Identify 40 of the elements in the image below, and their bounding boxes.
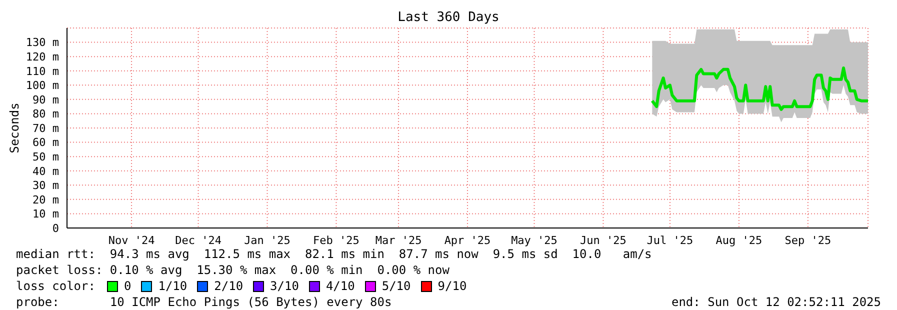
text: 1/10 bbox=[157, 278, 188, 294]
text: 5/10 bbox=[380, 278, 411, 294]
text: 0 bbox=[123, 278, 132, 294]
y-tick-label: 20 m bbox=[32, 193, 60, 206]
text: loss color: bbox=[16, 278, 96, 294]
y-tick-label: 60 m bbox=[32, 136, 60, 150]
x-tick-label: Feb '25 bbox=[313, 234, 360, 247]
text: end: Sun Oct 12 02:52:11 2025 bbox=[671, 294, 881, 310]
text: 4/10 bbox=[324, 278, 355, 294]
y-axis-title: Seconds bbox=[7, 102, 22, 154]
x-tick-label: Jan '25 bbox=[244, 234, 290, 247]
x-tick-label: Jul '25 bbox=[646, 234, 694, 247]
y-tick-label: 120 m bbox=[26, 50, 60, 64]
x-tick-label: Apr '25 bbox=[444, 234, 491, 247]
y-tick-label: 110 m bbox=[26, 64, 60, 78]
y-tick-label: 50 m bbox=[32, 150, 60, 164]
y-tick-label: 80 m bbox=[32, 108, 60, 121]
y-tick-label: 100 m bbox=[26, 79, 60, 92]
x-tick-label: Jun '25 bbox=[580, 234, 626, 247]
x-tick-label: Sep '25 bbox=[784, 234, 832, 247]
x-tick-label: May '25 bbox=[511, 234, 558, 247]
text: median rtt: 94.3 ms avg 112.5 ms max 82.1 ms min 87.7 ms now 9.5 ms sd 10.0 am/s bbox=[16, 246, 652, 262]
text: 9/10 bbox=[436, 278, 467, 294]
text: 2/10 bbox=[213, 278, 244, 294]
y-tick-label: 30 m bbox=[32, 179, 60, 192]
x-tick-label: Nov '24 bbox=[108, 234, 156, 247]
y-tick-label: 90 m bbox=[32, 93, 60, 106]
x-tick-label: Dec '24 bbox=[175, 234, 222, 247]
y-tick-label: 0 bbox=[52, 222, 59, 235]
text: packet loss: 0.10 % avg 15.30 % max 0.00 % min 0.00 % now bbox=[16, 262, 450, 278]
line-series bbox=[650, 66, 868, 111]
y-tick-label: 130 m bbox=[26, 36, 60, 50]
y-tick-label: 70 m bbox=[32, 122, 60, 135]
y-tick-label: 10 m bbox=[32, 208, 60, 221]
text: 3/10 bbox=[269, 278, 299, 294]
chart-title: Last 360 Days bbox=[396, 10, 500, 25]
x-tick-label: Mar '25 bbox=[375, 234, 422, 247]
x-tick-label: Aug '25 bbox=[716, 234, 762, 247]
text: probe: 10 ICMP Echo Pings (56 Bytes) every 80s bbox=[16, 294, 393, 310]
y-tick-label: 40 m bbox=[32, 164, 60, 178]
